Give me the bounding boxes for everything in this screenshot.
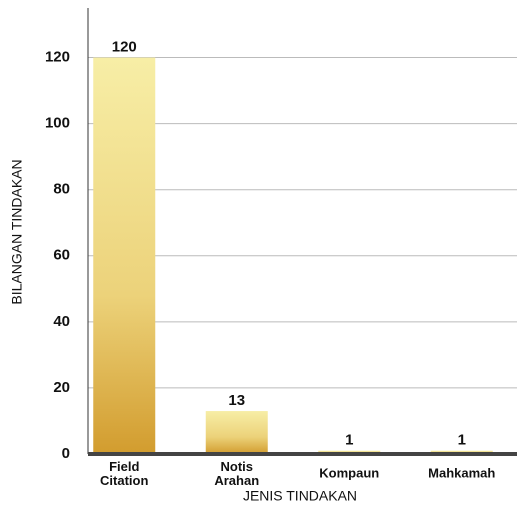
y-axis-label: BILANGAN TINDAKAN: [9, 159, 25, 304]
x-tick-label: Mahkamah: [428, 465, 495, 480]
x-tick-label: Field Citation: [100, 459, 148, 488]
y-tick-label: 20: [53, 379, 70, 396]
x-axis-label: JENIS TINDAKAN: [243, 488, 357, 504]
value-label: 1: [458, 432, 466, 449]
value-label: 13: [228, 392, 245, 409]
value-label: 120: [112, 39, 137, 56]
bar: [205, 411, 268, 454]
y-tick-label: 60: [53, 247, 70, 264]
y-tick-label: 40: [53, 313, 70, 330]
x-tick-label: Kompaun: [319, 465, 379, 480]
y-tick-label: 0: [62, 445, 70, 462]
y-tick-label: 100: [45, 115, 70, 132]
y-tick-label: 80: [53, 181, 70, 198]
x-tick-label: Notis Arahan: [214, 459, 259, 488]
value-label: 1: [345, 432, 353, 449]
y-tick-label: 120: [45, 49, 70, 66]
bar: [93, 57, 156, 455]
